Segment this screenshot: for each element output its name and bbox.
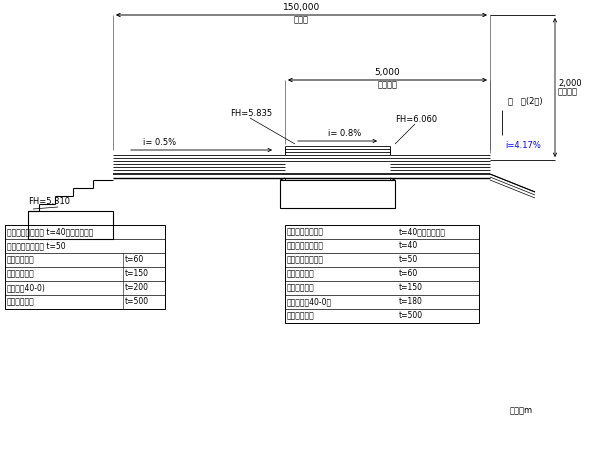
Text: 细粒式沥青混凝土 t=40（将来规划）: 细粒式沥青混凝土 t=40（将来规划） xyxy=(7,228,94,237)
Text: 路基改良处理: 路基改良处理 xyxy=(7,297,35,306)
Text: （路肩）: （路肩） xyxy=(558,87,578,96)
Text: i= 0.5%: i= 0.5% xyxy=(143,138,176,147)
Text: t=50: t=50 xyxy=(399,256,418,265)
Text: FH=5.310: FH=5.310 xyxy=(28,197,70,206)
Text: 铺设部: 铺设部 xyxy=(294,15,309,24)
Text: 护   栏(2段): 护 栏(2段) xyxy=(508,96,542,105)
Text: FH=6.060: FH=6.060 xyxy=(395,115,437,124)
Text: 沥青稳定处理: 沥青稳定处理 xyxy=(7,256,35,265)
Text: 2,000: 2,000 xyxy=(558,79,581,88)
Text: 水泥稳定处理: 水泥稳定处理 xyxy=(7,270,35,279)
Text: 级配碎石（40-0）: 级配碎石（40-0） xyxy=(287,297,332,306)
Text: t=150: t=150 xyxy=(125,270,149,279)
Text: i=4.17%: i=4.17% xyxy=(505,141,541,150)
Text: 细粒式沥青混凝土: 细粒式沥青混凝土 xyxy=(287,228,324,237)
Text: 级配碎石40-0): 级配碎石40-0) xyxy=(7,284,46,292)
Text: 细粒式沥青混凝土: 细粒式沥青混凝土 xyxy=(287,242,324,251)
Bar xyxy=(280,180,395,208)
Text: 单位：m: 单位：m xyxy=(510,406,533,415)
Text: t=60: t=60 xyxy=(125,256,144,265)
Text: t=500: t=500 xyxy=(125,297,149,306)
Bar xyxy=(285,225,479,323)
Text: 5,000: 5,000 xyxy=(374,68,400,77)
Text: FH=5.835: FH=5.835 xyxy=(230,109,272,118)
Text: t=180: t=180 xyxy=(399,297,423,306)
Text: 粗粒式沥青混凝土: 粗粒式沥青混凝土 xyxy=(287,256,324,265)
Text: t=150: t=150 xyxy=(399,284,423,292)
Text: t=500: t=500 xyxy=(399,311,423,320)
Text: 路基改良处理: 路基改良处理 xyxy=(287,311,315,320)
Text: 沥青稳定处理: 沥青稳定处理 xyxy=(287,270,315,279)
Bar xyxy=(5,225,165,309)
Bar xyxy=(28,211,113,239)
Text: t=40（将来规划）: t=40（将来规划） xyxy=(399,228,446,237)
Text: 水泥稳定处理: 水泥稳定处理 xyxy=(287,284,315,292)
Text: 细粒式沥青混凝土 t=50: 细粒式沥青混凝土 t=50 xyxy=(7,242,65,251)
Text: 150,000: 150,000 xyxy=(283,3,320,12)
Text: t=40: t=40 xyxy=(399,242,418,251)
Text: 高平坦部: 高平坦部 xyxy=(377,80,398,89)
Text: i= 0.8%: i= 0.8% xyxy=(328,129,361,138)
Text: t=60: t=60 xyxy=(399,270,418,279)
Text: t=200: t=200 xyxy=(125,284,149,292)
